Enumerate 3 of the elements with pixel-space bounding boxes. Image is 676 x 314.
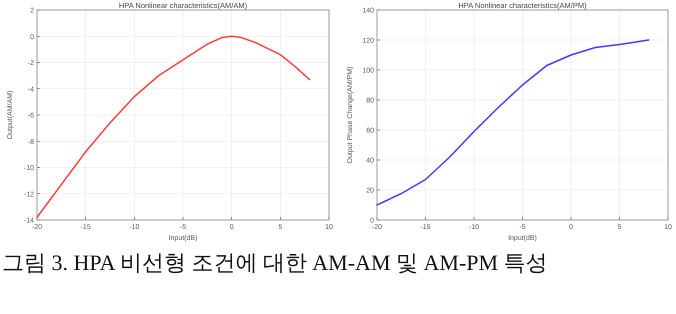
line-series — [376, 39, 650, 206]
caption: 그림 3. HPA 비선형 조건에 대한 AM-AM 및 AM-PM 특성 — [2, 249, 549, 277]
line-series — [36, 36, 310, 218]
